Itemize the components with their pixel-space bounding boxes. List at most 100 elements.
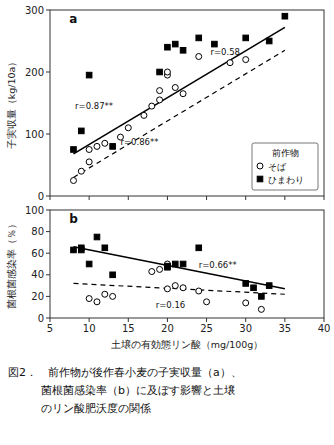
panel-title: a <box>69 12 77 26</box>
y-tick-label: 100 <box>25 205 44 216</box>
annotation: r=0.66** <box>199 260 237 270</box>
x-tick <box>50 318 51 322</box>
point-square <box>196 35 202 41</box>
point-square <box>157 69 163 75</box>
annotation: r=0.86** <box>120 137 158 147</box>
point-circle <box>180 285 186 291</box>
y-tick <box>46 196 50 197</box>
point-circle <box>149 103 155 109</box>
y-tick-label: 0 <box>38 191 44 202</box>
point-circle <box>141 112 147 118</box>
point-circle <box>164 69 170 75</box>
y-tick <box>46 296 50 297</box>
x-axis-label: 土壌の有効態リン酸（mg/100g） <box>111 339 264 350</box>
x-tick <box>284 318 285 322</box>
y-tick-label: 80 <box>31 226 44 237</box>
y-tick-label: 200 <box>25 67 44 78</box>
point-circle <box>86 296 92 302</box>
point-square <box>172 261 178 267</box>
y-tick-label: 20 <box>31 291 44 302</box>
point-circle <box>172 283 178 289</box>
y-axis-label: 子実収量（kg/10a） <box>6 57 17 150</box>
y-tick <box>46 10 50 11</box>
point-circle <box>157 266 163 272</box>
annotation: r=0.58 <box>210 47 240 57</box>
x-tick <box>324 318 325 322</box>
x-tick <box>89 196 90 200</box>
point-square <box>259 294 265 300</box>
x-tick-label: 10 <box>83 323 96 334</box>
y-tick <box>46 274 50 275</box>
point-square <box>243 281 249 287</box>
point-circle <box>204 299 210 305</box>
point-circle <box>102 291 108 297</box>
point-circle <box>180 91 186 97</box>
point-square <box>165 264 171 270</box>
point-square <box>196 245 202 251</box>
x-tick <box>206 318 207 322</box>
point-square <box>266 38 272 44</box>
point-circle <box>70 178 76 184</box>
x-tick <box>89 318 90 322</box>
point-square <box>71 247 77 253</box>
point-circle <box>78 168 84 174</box>
data-area <box>71 234 285 312</box>
point-square <box>110 272 116 278</box>
x-tick-label: 35 <box>278 323 291 334</box>
point-circle <box>196 54 202 60</box>
point-circle <box>149 269 155 275</box>
y-axis-label: 菌根菌感染率（％） <box>6 219 17 309</box>
point-circle <box>157 97 163 103</box>
x-tick-label: 5 <box>47 323 53 334</box>
y-tick-label: 40 <box>31 269 44 280</box>
plot-frame <box>50 10 324 196</box>
x-tick-label: 20 <box>161 323 174 334</box>
point-circle <box>86 159 92 165</box>
point-circle <box>243 300 249 306</box>
x-tick <box>324 196 325 200</box>
y-tick-label: 60 <box>31 248 44 259</box>
legend: 前作物そばひまわり <box>252 143 318 190</box>
y-tick <box>46 253 50 254</box>
point-circle <box>94 143 100 149</box>
legend-title: 前作物 <box>272 148 299 158</box>
point-circle <box>125 125 131 131</box>
point-square <box>79 247 85 253</box>
point-square <box>102 245 108 251</box>
y-tick <box>46 318 50 319</box>
point-square <box>165 44 171 50</box>
point-square <box>266 283 272 289</box>
x-tick-label: 15 <box>122 323 135 334</box>
panel-title: b <box>69 212 78 226</box>
point-circle <box>86 147 92 153</box>
point-circle <box>157 88 163 94</box>
point-square <box>180 261 186 267</box>
point-square <box>180 48 186 54</box>
x-tick <box>245 196 246 200</box>
x-tick <box>128 318 129 322</box>
point-circle <box>227 60 233 66</box>
annotation: r=0.16 <box>156 300 186 310</box>
legend-marker <box>257 176 263 182</box>
y-tick <box>46 134 50 135</box>
caption-line: のリン酸肥沃度の関係 <box>8 402 151 415</box>
legend-label: そば <box>268 162 287 172</box>
x-tick <box>167 196 168 200</box>
x-tick <box>167 318 168 322</box>
x-tick <box>50 196 51 200</box>
y-tick-label: 100 <box>25 129 44 140</box>
point-square <box>282 13 288 19</box>
x-tick-label: 40 <box>318 323 331 334</box>
x-tick <box>284 196 285 200</box>
point-circle <box>243 57 249 63</box>
y-tick <box>46 72 50 73</box>
point-circle <box>94 299 100 305</box>
point-square <box>86 261 92 267</box>
y-tick-label: 300 <box>25 5 44 16</box>
point-square <box>251 285 257 291</box>
point-circle <box>196 288 202 294</box>
x-tick-label: 25 <box>200 323 213 334</box>
x-tick <box>245 318 246 322</box>
point-circle <box>110 293 116 299</box>
x-tick-label: 30 <box>239 323 252 334</box>
